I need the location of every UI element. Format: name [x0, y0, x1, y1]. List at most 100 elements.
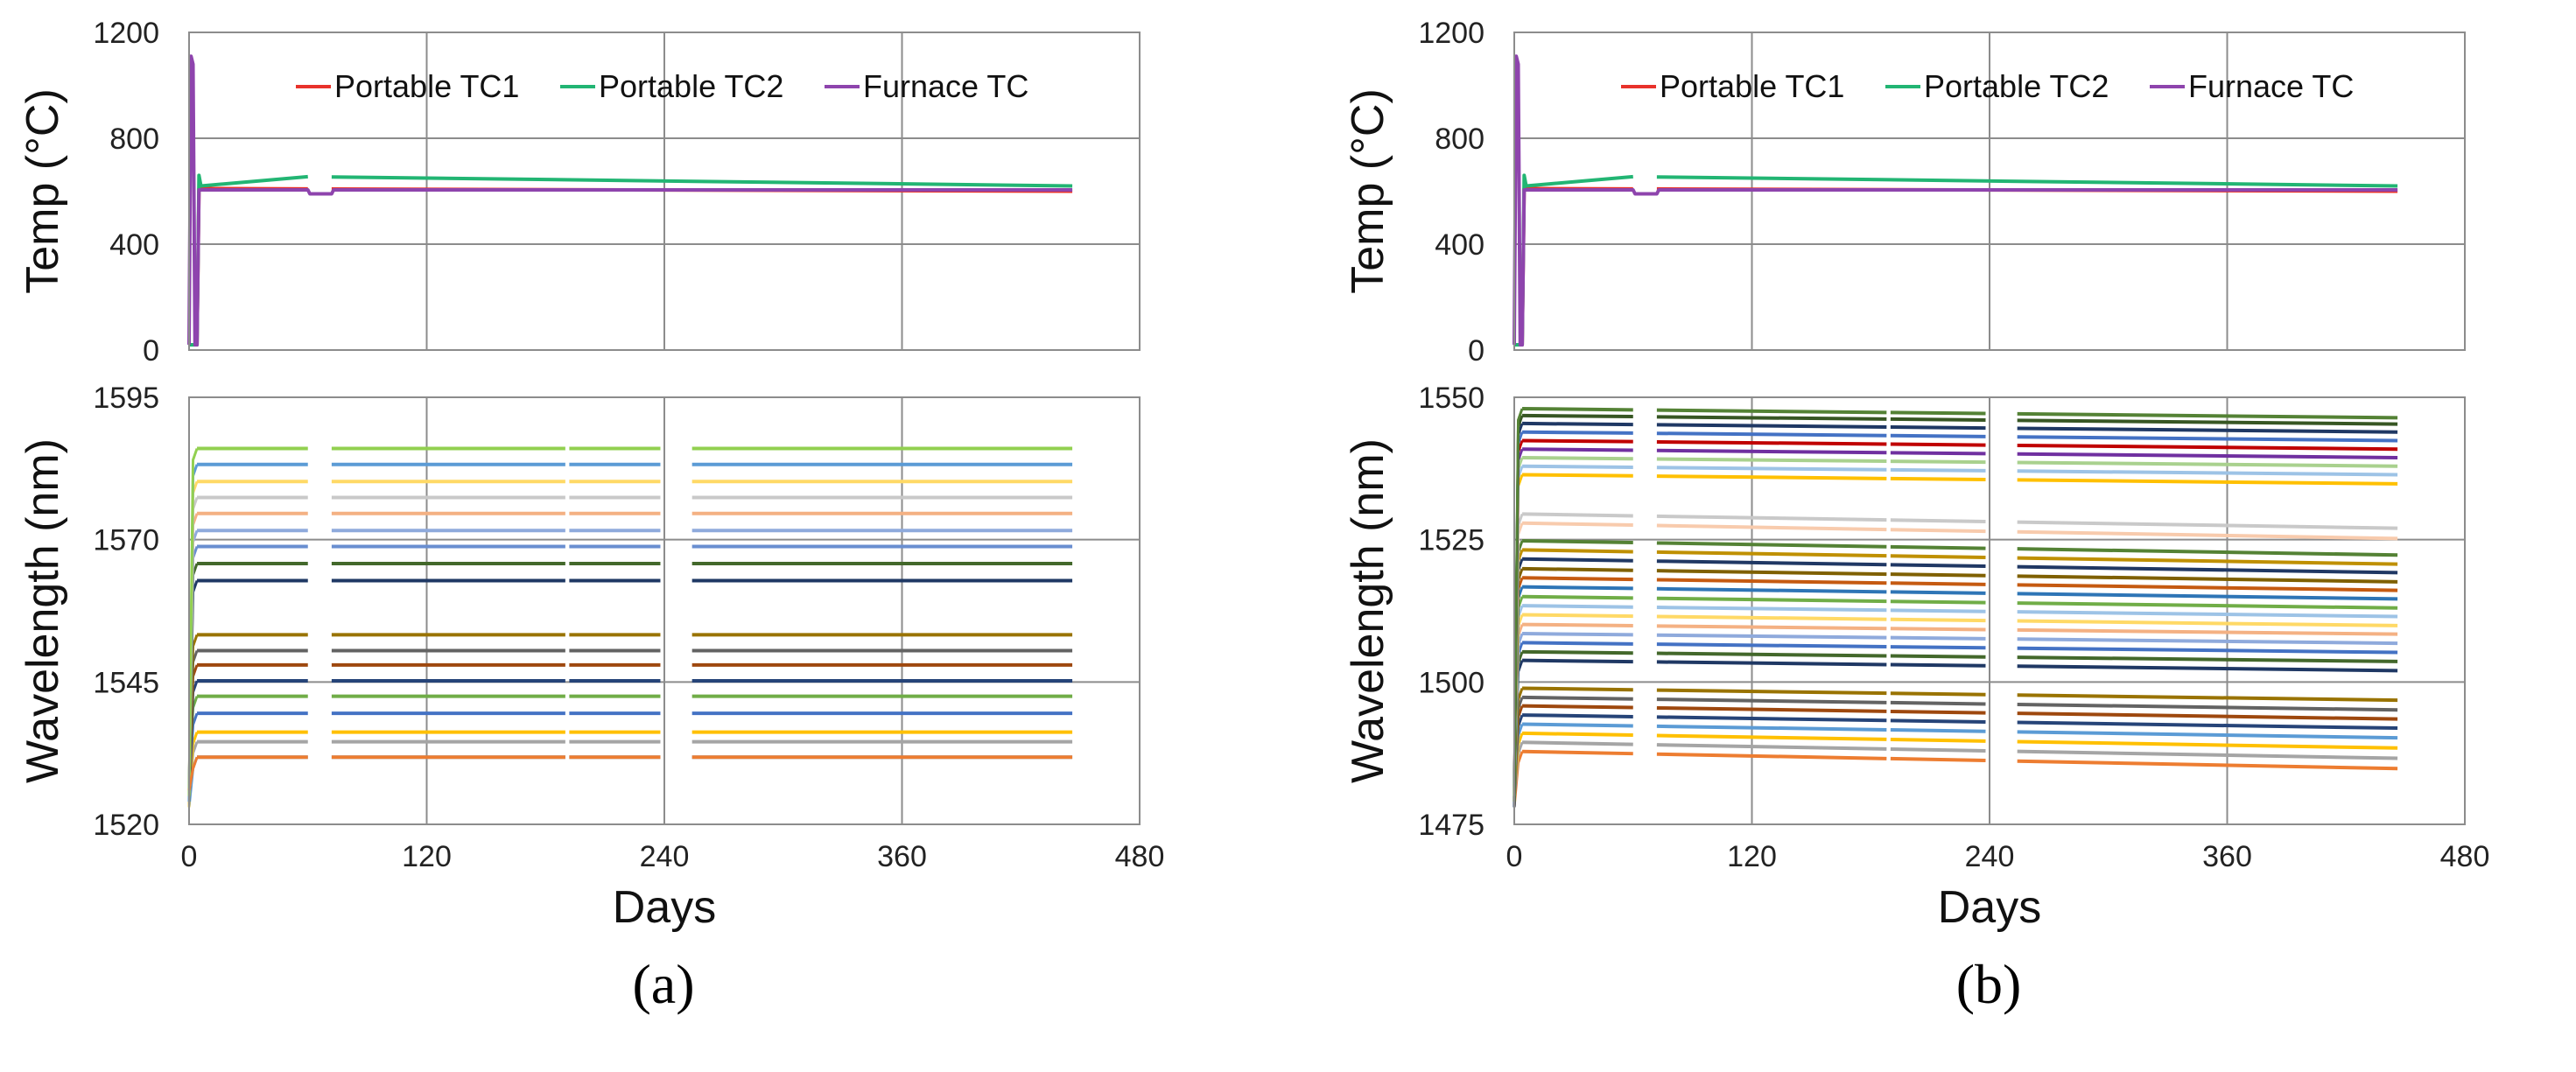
legend-item-furnace-tc: Furnace TC: [2150, 68, 2354, 104]
wavelength-line-fbg-8: [1522, 686, 1633, 692]
x-tick-label: 360: [877, 840, 927, 873]
wavelength-line-fbg-24: [1522, 512, 1633, 518]
temperature-series: [187, 54, 1073, 347]
wavelength-line-fbg-5: [1522, 713, 1633, 718]
wavelength-line-fbg-32: [1522, 413, 1633, 419]
wavelength-line-fbg-14: [1522, 613, 1633, 619]
legend-label-portable-tc2: Portable TC2: [599, 68, 783, 104]
wavelength-line-fbg-25: [1656, 474, 1887, 480]
wavelength-line-fbg-27: [1890, 459, 1986, 465]
wavelength-line-fbg-7: [1656, 697, 1887, 704]
wavelength-ramp: [1513, 408, 1524, 796]
wavelength-line-fbg-19: [2017, 574, 2398, 584]
y-tick-label: 0: [143, 334, 159, 368]
legend-item-portable-tc1: Portable TC1: [296, 68, 519, 104]
wavelength-line-fbg-21: [1890, 554, 1986, 559]
temperature-line-portable-tc2: [1656, 175, 2398, 188]
wavelength-line-fbg-26: [1656, 466, 1887, 472]
y-tick-label: 1525: [1418, 524, 1485, 557]
wavelength-y-tick-labels: 1475 1500 1525 1550: [1418, 382, 1485, 842]
wavelength-line-fbg-17: [1656, 586, 1887, 594]
wavelength-series: [1513, 407, 2398, 808]
y-tick-label: 1200: [1418, 17, 1485, 50]
wavelength-line-fbg-15: [2017, 610, 2398, 619]
wavelength-line-fbg-2: [2017, 749, 2398, 760]
y-tick-label: 1475: [1418, 809, 1485, 842]
wavelength-line-fbg-22: [1656, 541, 1887, 549]
wavelength-line-fbg-5: [1890, 718, 1986, 724]
wavelength-line-fbg-28: [1890, 451, 1986, 456]
wavelength-line-fbg-20: [1890, 563, 1986, 569]
panel-b-temperature-chart: 0 400 800 1200 Temp (°C) Portable TC1 Porta…: [1343, 17, 2466, 368]
wavelength-line-fbg-33: [1890, 410, 1986, 416]
wavelength-y-tick-labels: 1520 1545 1570 1595: [93, 382, 159, 842]
days-x-tick-labels: 0 120 240 360 480: [1506, 840, 2490, 873]
wavelength-line-fbg-8: [1890, 691, 1986, 697]
wavelength-line-fbg-3: [1890, 738, 1986, 743]
wavelength-line-fbg-30: [1522, 430, 1633, 435]
wavelength-line-fbg-13: [1522, 622, 1633, 628]
wavelength-line-fbg-3: [1656, 733, 1887, 741]
y-tick-label: 0: [1468, 334, 1485, 368]
wavelength-line-fbg-13: [1890, 627, 1986, 632]
temperature-legend: Portable TC1 Portable TC2 Furnace TC: [296, 68, 1028, 104]
wavelength-line-fbg-1: [1656, 752, 1887, 760]
y-tick-label: 1570: [93, 524, 159, 557]
wavelength-line-fbg-23: [1522, 521, 1633, 528]
wavelength-line-fbg-30: [1656, 431, 1887, 438]
wavelength-plot-frame: [1513, 396, 2466, 825]
wavelength-line-fbg-11: [1522, 641, 1633, 646]
wavelength-line-fbg-19: [1656, 569, 1887, 577]
wavelength-line-fbg-28: [1656, 448, 1887, 455]
y-tick-label: 800: [1435, 123, 1485, 156]
wavelength-line-fbg-18: [2017, 583, 2398, 592]
wavelength-line-fbg-18: [1656, 578, 1887, 585]
legend-item-furnace-tc: Furnace TC: [825, 68, 1028, 104]
wavelength-line-fbg-14: [1656, 614, 1887, 621]
y-tick-label: 1545: [93, 666, 159, 699]
wavelength-line-fbg-26: [1890, 467, 1986, 473]
wavelength-line-fbg-5: [2017, 720, 2398, 731]
y-tick-label: 400: [109, 228, 159, 262]
wavelength-line-fbg-10: [1522, 649, 1633, 655]
wavelength-line-fbg-3: [1522, 731, 1633, 738]
panel-label-a: (a): [632, 953, 694, 1015]
wavelength-line-fbg-10: [2017, 655, 2398, 663]
wavelength-line-fbg-4: [1656, 724, 1887, 732]
temperature-axis-title: Temp (°C): [18, 88, 68, 294]
wavelength-line-fbg-13: [2017, 627, 2398, 636]
x-tick-label: 480: [2440, 840, 2490, 873]
wavelength-line-fbg-32: [1890, 417, 1986, 422]
wavelength-line-fbg-2: [1522, 740, 1633, 746]
wavelength-line-fbg-19: [1522, 566, 1633, 572]
panel-a-temperature-chart: 0 400 800 1200 Temp (°C) Portable TC1 Porta…: [18, 17, 1141, 368]
wavelength-line-fbg-14: [2017, 619, 2398, 627]
wavelength-line-fbg-12: [2017, 637, 2398, 646]
wavelength-line-fbg-1: [2017, 759, 2398, 771]
wavelength-line-fbg-12: [1656, 633, 1887, 640]
wavelength-ramp: [187, 756, 199, 791]
wavelength-ramp: [187, 448, 199, 796]
y-tick-label: 1200: [93, 17, 159, 50]
y-tick-label: 800: [109, 123, 159, 156]
wavelength-line-fbg-18: [1522, 576, 1633, 582]
wavelength-line-fbg-1: [1522, 749, 1633, 756]
wavelength-line-fbg-24: [1890, 518, 1986, 523]
wavelength-line-fbg-9: [1890, 662, 1986, 668]
wavelength-line-fbg-29: [2017, 443, 2398, 452]
wavelength-line-fbg-27: [1522, 455, 1633, 461]
x-tick-label: 240: [1965, 840, 2015, 873]
wavelength-line-fbg-10: [1890, 654, 1986, 659]
wavelength-line-fbg-22: [1890, 544, 1986, 550]
wavelength-line-fbg-22: [1522, 538, 1633, 545]
wavelength-plot-frame: [188, 396, 1141, 825]
wavelength-line-fbg-26: [2017, 469, 2398, 477]
temperature-series: [1513, 54, 2398, 347]
wavelength-line-fbg-5: [1656, 715, 1887, 723]
legend-item-portable-tc2: Portable TC2: [560, 68, 783, 104]
wavelength-line-fbg-2: [1656, 743, 1887, 751]
wavelength-line-fbg-21: [1656, 550, 1887, 558]
wavelength-line-fbg-4: [1522, 722, 1633, 728]
wavelength-axis-title: Wavelength (nm): [18, 438, 68, 783]
